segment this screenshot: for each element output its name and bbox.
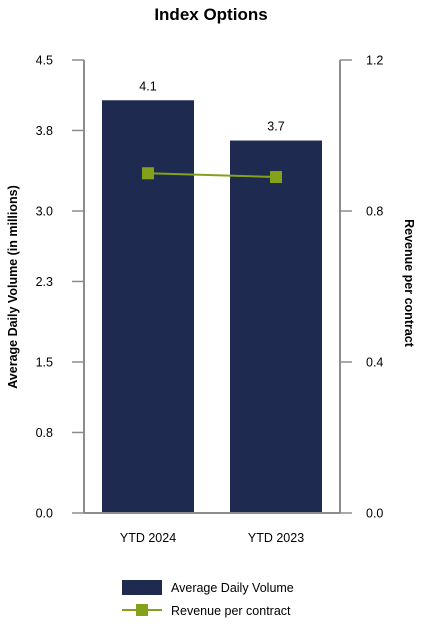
- legend-item-revenue-per-contract: Revenue per contract: [122, 604, 291, 618]
- bar-data-label: 4.1: [139, 79, 156, 93]
- line-point-marker: [142, 167, 154, 180]
- bar: [102, 100, 194, 514]
- revenue-line: [147, 172, 277, 179]
- y2-tick-label: 1.2: [366, 54, 383, 68]
- chart-title: Index Options: [154, 5, 267, 24]
- y-tick-label: 3.8: [36, 124, 53, 138]
- x-tick-label: YTD 2023: [248, 531, 304, 545]
- legend-label: Average Daily Volume: [171, 581, 294, 595]
- y-tick-label: 2.3: [36, 275, 53, 289]
- y-axis-ticks: 0.0 0.8 1.5 2.3 3.0 3.8 4.5: [36, 54, 84, 521]
- x-axis-ticks: YTD 2024 YTD 2023: [120, 531, 304, 545]
- legend-swatch-bar: [122, 580, 162, 595]
- legend-swatch-marker: [136, 604, 148, 616]
- axes: [83, 60, 341, 514]
- y2-tick-label: 0.0: [366, 507, 383, 521]
- y-tick-label: 1.5: [36, 356, 53, 370]
- y-tick-label: 4.5: [36, 54, 53, 68]
- y-axis-title: Average Daily Volume (in millions): [6, 185, 20, 389]
- y-tick-label: 3.0: [36, 205, 53, 219]
- y2-axis-title: Revenue per contract: [402, 219, 416, 348]
- bar: [230, 140, 322, 514]
- y-tick-label: 0.0: [36, 507, 53, 521]
- legend-item-average-daily-volume: Average Daily Volume: [122, 580, 294, 595]
- bar-series: 4.1 3.7: [102, 79, 322, 514]
- x-tick-label: YTD 2024: [120, 531, 176, 545]
- legend: Average Daily Volume Revenue per contract: [122, 580, 294, 618]
- y2-axis-ticks: 0.0 0.4 0.8 1.2: [340, 54, 383, 521]
- line-series: [142, 167, 282, 184]
- legend-label: Revenue per contract: [171, 604, 291, 618]
- y-tick-label: 0.8: [36, 426, 53, 440]
- y2-tick-label: 0.4: [366, 356, 383, 370]
- y2-tick-label: 0.8: [366, 205, 383, 219]
- bar-data-label: 3.7: [267, 120, 284, 134]
- line-point-marker: [270, 171, 282, 184]
